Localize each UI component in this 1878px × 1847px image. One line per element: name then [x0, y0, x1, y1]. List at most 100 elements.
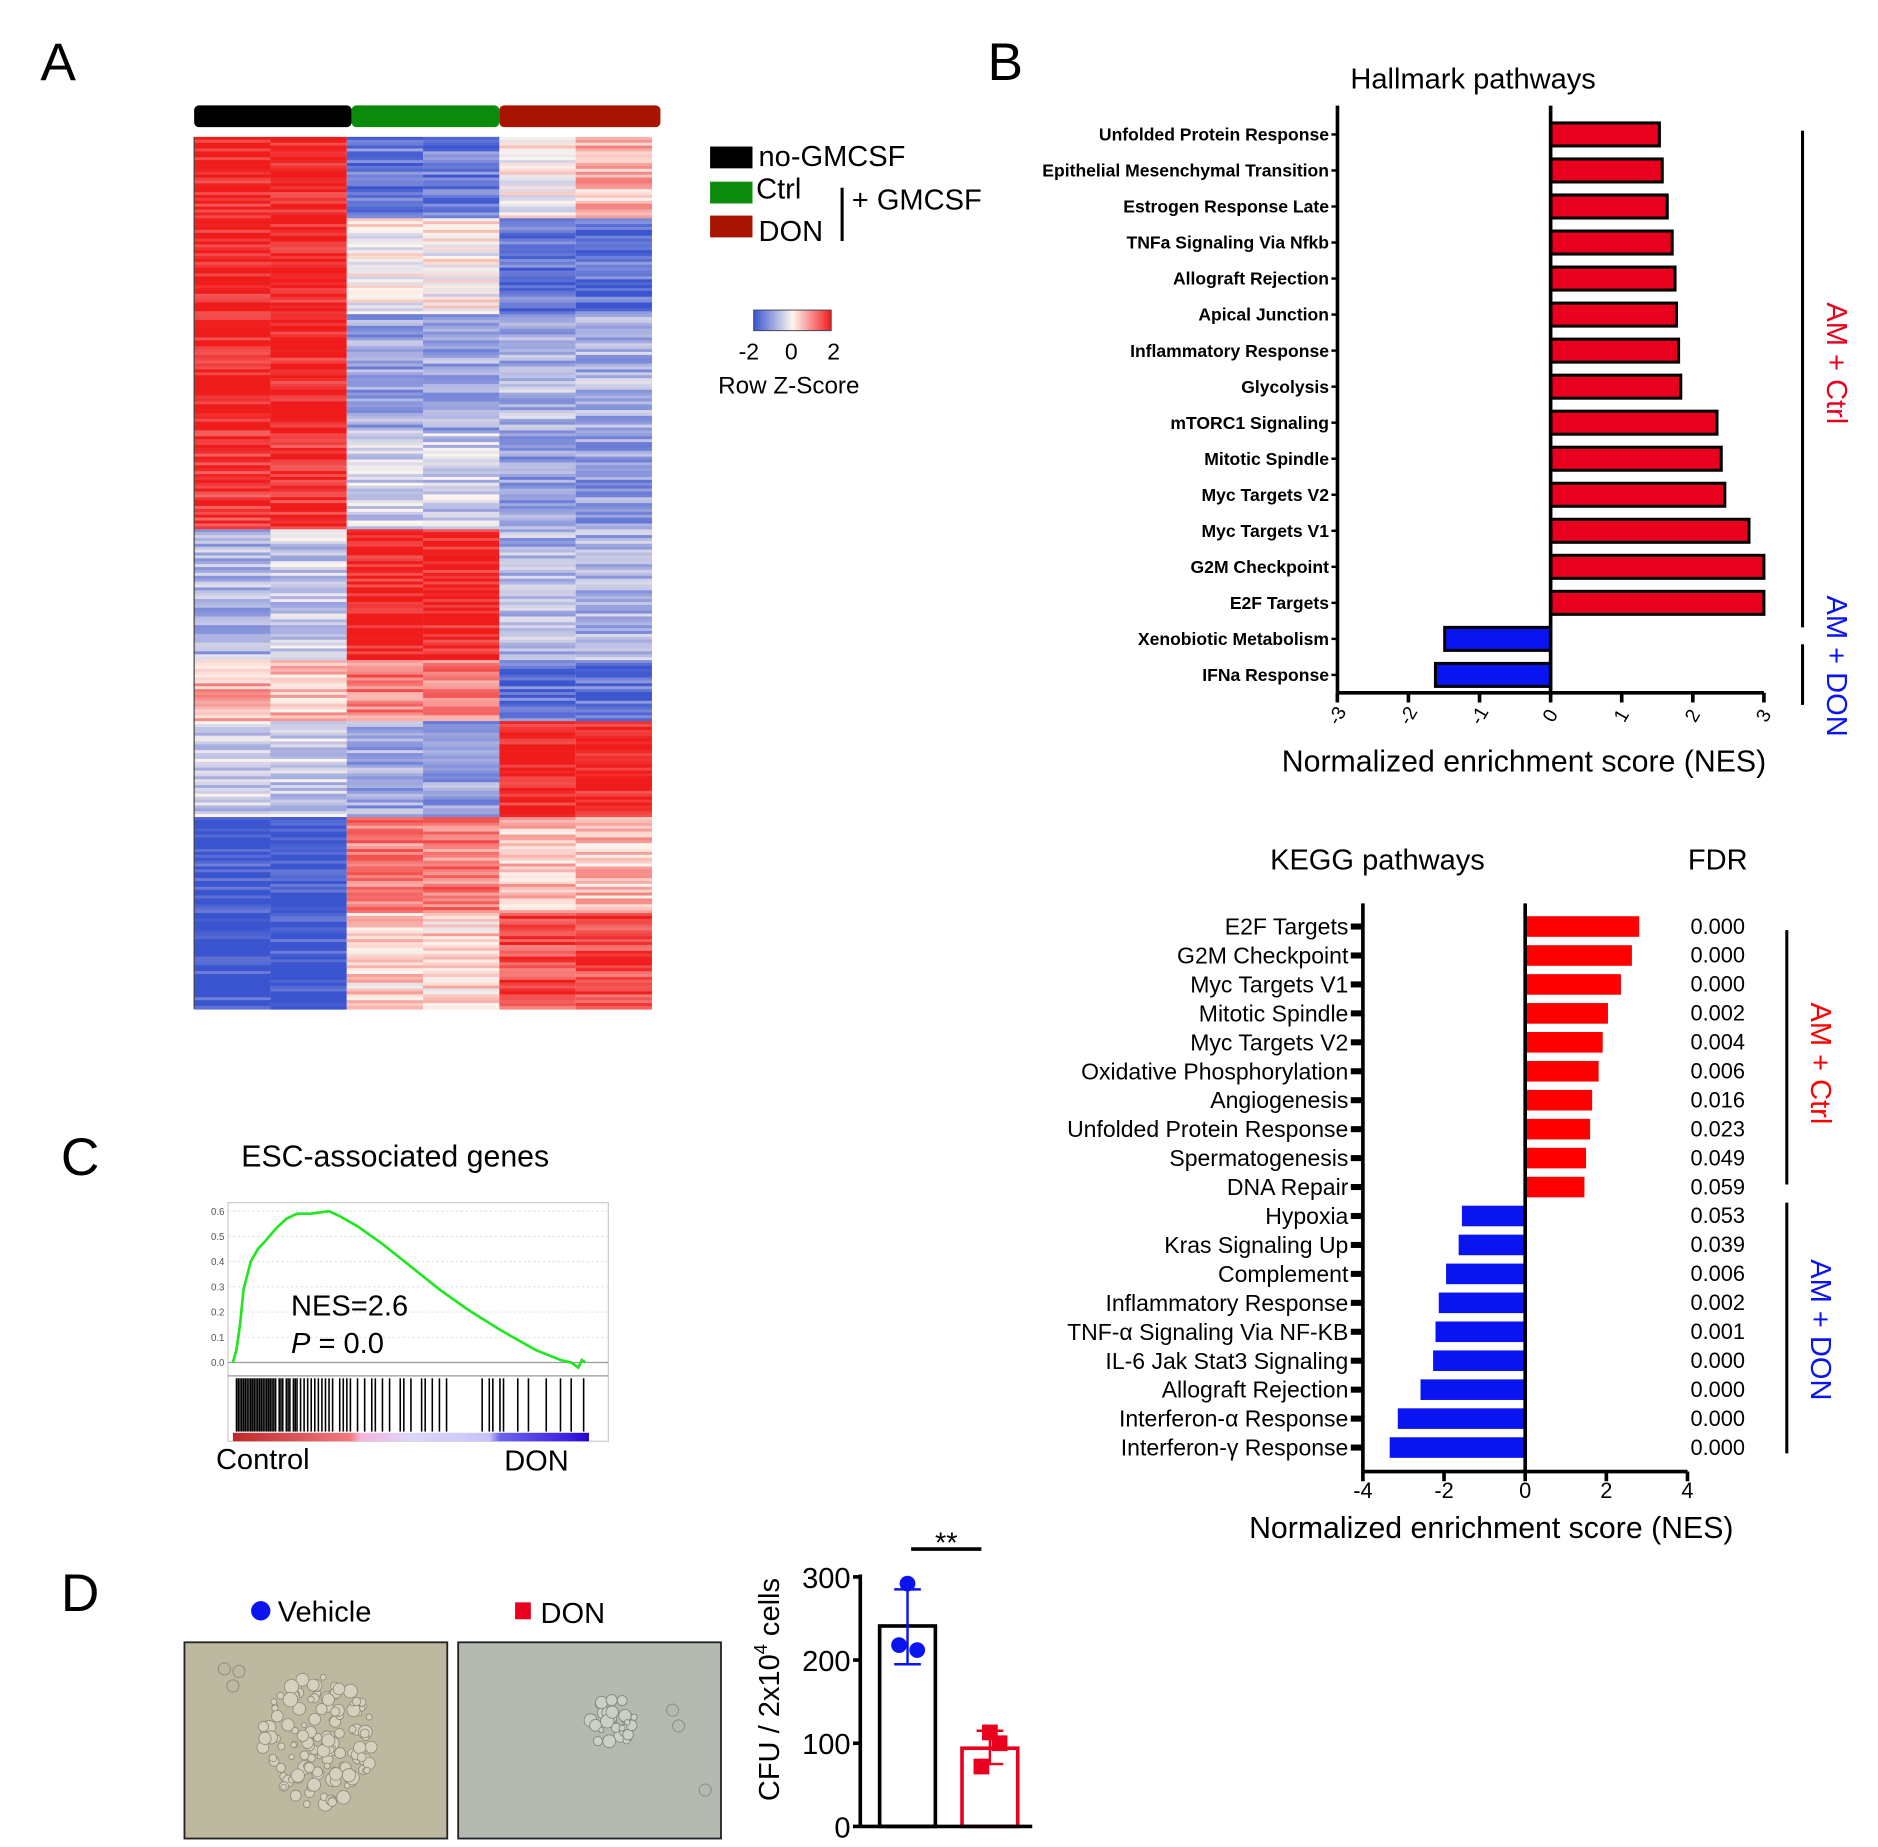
heatmap-cell	[270, 933, 347, 937]
heatmap-cell	[346, 163, 424, 167]
heatmap-cell	[499, 631, 576, 635]
heatmap-cell	[423, 238, 500, 243]
heatmap-cell	[270, 726, 347, 731]
heatmap-cell	[346, 808, 424, 812]
category-label: Inflammatory Response	[1105, 1290, 1348, 1316]
heatmap-cell	[270, 285, 347, 289]
heatmap-cell	[194, 805, 271, 810]
heatmap-cell	[575, 776, 652, 780]
heatmap-cell	[423, 846, 500, 850]
heatmap-cell	[575, 755, 652, 760]
heatmap-cell	[423, 453, 500, 458]
heatmap-cell	[499, 183, 576, 188]
heatmap-cell	[575, 168, 652, 173]
heatmap-cell	[575, 857, 652, 862]
data-point	[991, 1735, 1008, 1752]
heatmap-cell	[194, 997, 271, 1001]
heatmap-cell	[575, 256, 652, 260]
heatmap-cell	[346, 770, 424, 775]
cell-blob	[319, 1673, 327, 1681]
heatmap-cell	[194, 866, 271, 871]
heatmap-cell	[270, 197, 347, 202]
heatmap-cell	[346, 136, 424, 141]
heatmap-cell	[194, 753, 271, 757]
heatmap-cell	[499, 334, 576, 339]
heatmap-cell	[575, 747, 652, 751]
heatmap-cell	[499, 433, 576, 437]
heatmap-cell	[499, 796, 576, 801]
heatmap-cell	[270, 407, 347, 411]
heatmap-cell	[270, 814, 347, 818]
heatmap-cell	[575, 465, 652, 469]
heatmap-cell	[270, 194, 347, 199]
heatmap-cell	[346, 851, 424, 856]
heatmap-cell	[423, 639, 500, 644]
heatmap-cell	[194, 334, 271, 339]
heatmap-cell	[499, 174, 576, 179]
heatmap-cell	[575, 910, 652, 914]
heatmap-cell	[346, 433, 424, 437]
heatmap-cell	[270, 840, 347, 844]
heatmap-cell	[575, 706, 652, 711]
heatmap-cell	[270, 375, 347, 379]
heatmap-cell	[194, 508, 271, 513]
heatmap-cell	[270, 535, 347, 539]
heatmap-cell	[194, 787, 271, 792]
heatmap-cell	[575, 183, 652, 188]
heatmap-cell	[346, 258, 424, 263]
heatmap-cell	[499, 302, 576, 307]
heatmap-cell	[575, 154, 652, 158]
heatmap-cell	[270, 349, 347, 353]
heatmap-cell	[194, 851, 271, 856]
heatmap-cell	[575, 351, 652, 356]
heatmap-cell	[346, 290, 424, 295]
heatmap-cell	[499, 738, 576, 743]
heatmap-cell	[346, 142, 424, 147]
heatmap-cell	[194, 235, 271, 240]
x-tick-label: 2	[1681, 706, 1705, 726]
heatmap-cell	[499, 726, 576, 731]
heatmap-cell	[270, 427, 347, 432]
heatmap-cell	[423, 476, 500, 481]
heatmap-cell	[575, 880, 652, 885]
heatmap-cell	[270, 793, 347, 798]
heatmap-cell	[194, 782, 271, 786]
heatmap-cell	[499, 767, 576, 772]
heatmap-cell	[194, 363, 271, 368]
heatmap-cell	[270, 462, 347, 467]
heatmap-cell	[499, 921, 576, 926]
heatmap-cell	[346, 979, 424, 984]
heatmap-cell	[194, 392, 271, 397]
heatmap-cell	[270, 680, 347, 685]
heatmap-cell	[575, 311, 652, 315]
heatmap-cell	[346, 267, 424, 272]
heatmap-cell	[499, 549, 576, 554]
heatmap-cell	[346, 482, 424, 487]
heatmap-cell	[423, 410, 500, 414]
heatmap-cell	[270, 645, 347, 650]
heatmap-cell	[423, 683, 500, 687]
heatmap-cell	[194, 741, 271, 746]
heatmap-cell	[194, 165, 271, 170]
heatmap-cell	[499, 253, 576, 257]
heatmap-cell	[270, 558, 347, 562]
heatmap-cell	[194, 988, 271, 993]
heatmap-cell	[270, 694, 347, 699]
heatmap-cell	[423, 660, 500, 664]
heatmap-cell	[423, 325, 500, 330]
heatmap-cell	[346, 724, 424, 728]
heatmap-cell	[499, 851, 576, 856]
running-enrichment-score-line	[231, 1209, 587, 1370]
heatmap-cell	[575, 209, 652, 214]
heatmap-cell	[575, 889, 652, 894]
bar	[1389, 1437, 1526, 1458]
heatmap-cell	[346, 648, 424, 653]
heatmap-cell	[346, 465, 424, 469]
cell-blob	[288, 1753, 295, 1760]
heatmap-cell	[270, 160, 347, 164]
heatmap-cell	[499, 776, 576, 780]
heatmap-cell	[194, 215, 271, 219]
heatmap-cell	[575, 642, 652, 647]
heatmap-cell	[346, 965, 424, 969]
heatmap-cell	[270, 947, 347, 952]
